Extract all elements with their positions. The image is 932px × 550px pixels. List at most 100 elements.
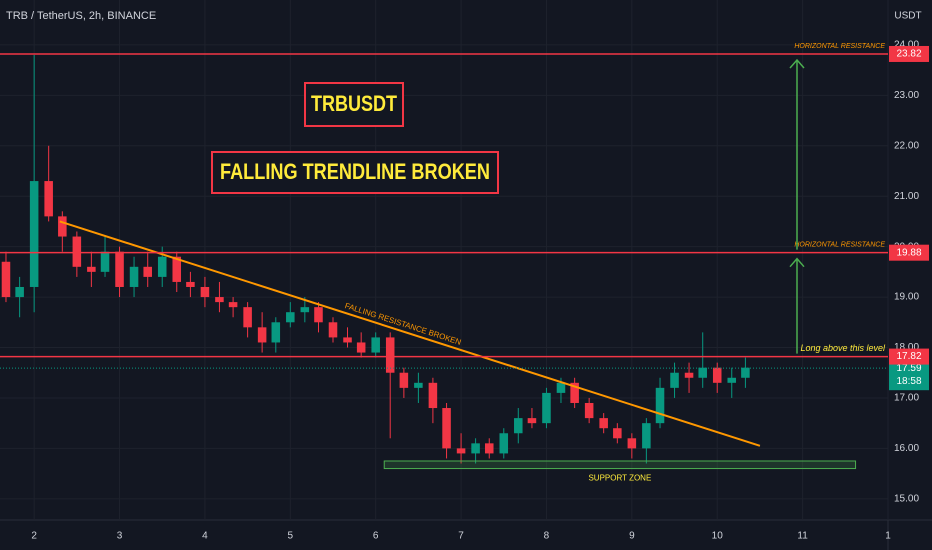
candle-body <box>414 382 423 388</box>
countdown-label: 18:58 <box>896 376 921 387</box>
target-arrowhead <box>789 257 805 268</box>
level-price-label: 19.88 <box>896 247 921 258</box>
candle-body <box>684 372 694 378</box>
candle-body <box>15 286 24 298</box>
x-tick-label: 11 <box>797 531 808 542</box>
candle-body <box>556 382 566 393</box>
subheadline: FALLING TRENDLINE BROKEN <box>220 159 490 184</box>
level-price-box <box>889 45 929 62</box>
level-price-box <box>889 244 929 261</box>
candle-body <box>527 418 537 424</box>
candle-body <box>215 297 224 303</box>
y-tick-label: 22.00 <box>894 140 919 151</box>
level-price-label: 23.82 <box>896 49 921 60</box>
candle-body <box>456 448 466 454</box>
headline-box <box>304 82 404 127</box>
y-tick-label: 21.00 <box>894 191 919 202</box>
x-tick-label: 8 <box>544 531 550 542</box>
candle-body <box>399 372 409 388</box>
candle-body <box>29 181 39 287</box>
subheadline-box <box>211 151 499 194</box>
candle-body <box>599 418 608 429</box>
level-price-label: 17.82 <box>896 351 921 362</box>
candle-body <box>157 256 167 277</box>
candle-body <box>72 236 82 267</box>
support-zone <box>383 460 857 470</box>
candle-body <box>484 443 494 454</box>
candle-body <box>542 392 551 424</box>
y-tick-label: 19.00 <box>894 292 919 303</box>
level-label: HORIZONTAL RESISTANCE <box>794 242 885 249</box>
headline: TRBUSDT <box>311 91 397 116</box>
candle-body <box>257 327 267 343</box>
support-zone-label: SUPPORT ZONE <box>588 474 651 483</box>
chart-title: TRB / TetherUS, 2h, BINANCE <box>6 10 156 22</box>
y-tick-label: 24.00 <box>894 40 919 51</box>
marks <box>1 54 750 464</box>
candle-body <box>143 266 152 277</box>
candle-body <box>271 322 281 343</box>
candle-body <box>385 337 395 373</box>
candle-body <box>712 367 722 383</box>
candle-body <box>471 443 480 454</box>
x-tick-label: 2 <box>31 531 37 542</box>
x-tick-label: 10 <box>712 531 724 542</box>
candle-body <box>343 337 352 343</box>
candle-body <box>499 433 509 454</box>
level-label: Long above this level <box>800 343 886 353</box>
candle-body <box>356 342 366 353</box>
level-price-box <box>889 348 929 365</box>
candle-body <box>514 418 523 434</box>
candle-body <box>44 181 53 217</box>
y-tick-label: 18.00 <box>894 342 919 353</box>
candle-body <box>100 251 110 272</box>
candle-body <box>1 261 11 298</box>
candle-body <box>642 423 651 449</box>
candle-body <box>584 402 594 419</box>
candle-body <box>200 286 210 298</box>
x-tick-label: 7 <box>458 531 464 542</box>
candle-body <box>129 266 139 287</box>
candle-body <box>727 377 737 383</box>
current-price-box <box>889 360 929 391</box>
x-tick-label: 4 <box>202 531 208 542</box>
candle-body <box>300 307 310 313</box>
candle-body <box>314 307 323 323</box>
candle-body <box>613 428 622 439</box>
x-tick-label: 1 <box>885 531 891 542</box>
candle-body <box>627 438 637 449</box>
x-tick-label: 3 <box>117 531 123 542</box>
x-tick-label: 6 <box>373 531 379 542</box>
candle-body <box>698 367 707 378</box>
candle-body <box>228 302 238 308</box>
candle-body <box>371 337 380 353</box>
candle-body <box>570 382 579 403</box>
candle-body <box>442 408 451 449</box>
candle-body <box>741 367 750 378</box>
candle-body <box>243 307 252 328</box>
currency-label: USDT <box>894 11 921 22</box>
candle-body <box>115 251 124 287</box>
y-tick-label: 16.00 <box>894 443 919 454</box>
y-tick-label: 23.00 <box>894 90 919 101</box>
candle-body <box>655 387 665 424</box>
candle-body <box>286 312 295 323</box>
candle-body <box>328 322 338 338</box>
x-tick-label: 9 <box>629 531 635 542</box>
candle-body <box>428 382 438 409</box>
current-price-label: 17.59 <box>896 363 921 374</box>
candle-body <box>172 256 182 282</box>
candle-body <box>670 372 679 388</box>
y-tick-label: 17.00 <box>894 393 919 404</box>
candle-body <box>58 216 67 237</box>
trendline <box>59 220 761 447</box>
candle-body <box>186 281 195 287</box>
target-arrowhead <box>789 58 805 69</box>
level-label: HORIZONTAL RESISTANCE <box>794 43 885 50</box>
candle-body <box>87 266 96 272</box>
y-tick-label: 15.00 <box>894 493 919 504</box>
x-tick-label: 5 <box>288 531 294 542</box>
